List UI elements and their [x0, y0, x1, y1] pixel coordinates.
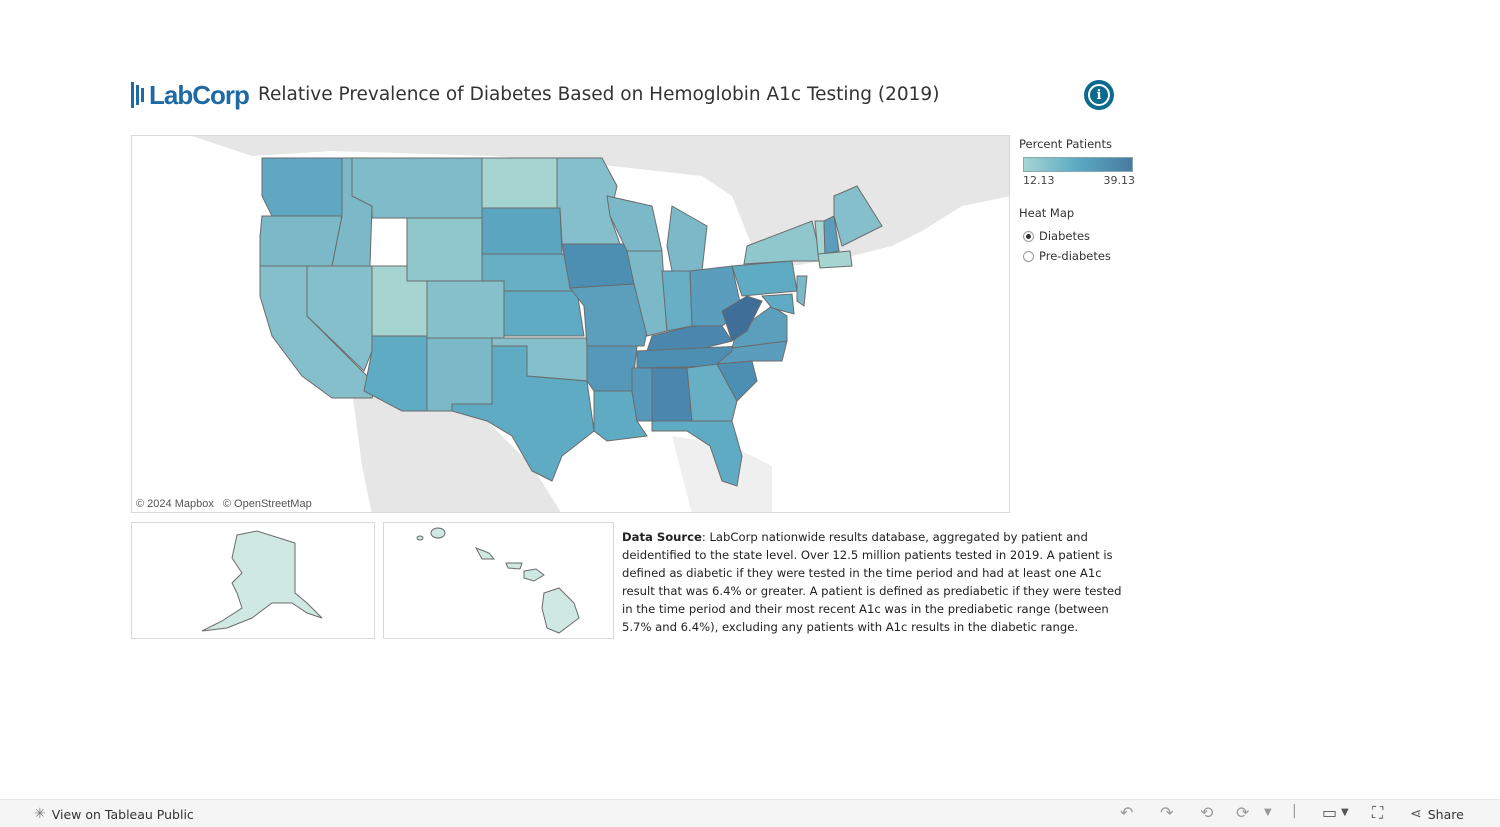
download-dropdown-icon[interactable]: ▼ — [1341, 807, 1349, 818]
radio-prediabetes-label: Pre-diabetes — [1039, 249, 1111, 263]
alaska-inset-map[interactable] — [131, 522, 375, 639]
state-north-dakota[interactable] — [481, 157, 558, 209]
tableau-toolbar: ✳ View on Tableau Public ↶ ↷ ⟲ ⟳ ▼ | ▭ ▼… — [0, 799, 1500, 827]
state-hawaii[interactable] — [416, 527, 580, 634]
share-button[interactable]: ⋖ Share — [1410, 806, 1464, 822]
state-arkansas[interactable] — [586, 345, 638, 392]
state-iowa[interactable] — [561, 243, 635, 289]
undo-icon[interactable]: ↶ — [1120, 803, 1134, 822]
state-michigan[interactable] — [666, 205, 708, 272]
state-maryland[interactable] — [760, 293, 795, 315]
radio-diabetes[interactable]: Diabetes — [1023, 226, 1111, 246]
redo-icon[interactable]: ↷ — [1160, 803, 1174, 822]
state-illinois[interactable] — [626, 250, 668, 337]
state-pennsylvania[interactable] — [731, 260, 798, 297]
refresh-icon[interactable]: ⟳ — [1236, 803, 1250, 822]
download-icon[interactable]: ▭ — [1322, 803, 1338, 822]
radio-prediabetes[interactable]: Pre-diabetes — [1023, 246, 1111, 266]
data-source-label: Data Source — [622, 530, 702, 544]
share-icon: ⋖ — [1410, 806, 1422, 822]
view-on-tableau-label: View on Tableau Public — [51, 806, 194, 822]
state-missouri[interactable] — [569, 283, 648, 347]
toolbar-divider: | — [1292, 803, 1297, 819]
pause-dropdown-icon[interactable]: ▼ — [1264, 807, 1272, 818]
state-florida[interactable] — [651, 420, 743, 487]
state-wyoming[interactable] — [406, 217, 483, 282]
legend-title: Percent Patients — [1019, 137, 1112, 151]
state-south-dakota[interactable] — [481, 207, 563, 255]
state-texas[interactable] — [451, 345, 595, 482]
legend-gradient — [1023, 157, 1133, 172]
state-new-hampshire[interactable] — [823, 215, 840, 255]
labcorp-logo-mark — [131, 82, 144, 108]
state-shapes — [259, 157, 883, 487]
radio-selected-icon[interactable] — [1023, 230, 1034, 242]
state-nevada[interactable] — [306, 265, 373, 372]
us-choropleth-map[interactable] — [131, 135, 1010, 513]
info-icon[interactable]: i — [1084, 80, 1114, 110]
legend-max-label: 39.13 — [1103, 174, 1136, 187]
state-maine[interactable] — [833, 185, 883, 247]
radio-diabetes-label: Diabetes — [1039, 229, 1091, 243]
radio-unselected-icon[interactable] — [1023, 250, 1034, 262]
mexico-land — [352, 391, 561, 512]
state-alabama[interactable] — [651, 367, 693, 422]
color-legend: Percent Patients 12.13 39.13 — [1019, 137, 1149, 187]
state-montana[interactable] — [351, 157, 483, 219]
state-new-york[interactable] — [743, 220, 823, 265]
labcorp-logo-text: LabCorp — [149, 79, 250, 110]
state-kansas[interactable] — [503, 290, 585, 337]
hawaii-inset-map[interactable] — [383, 522, 614, 639]
state-virginia[interactable] — [731, 305, 788, 349]
state-washington[interactable] — [261, 157, 343, 217]
fullscreen-icon[interactable]: ⛶ — [1372, 803, 1384, 822]
osm-credit[interactable]: © OpenStreetMap — [222, 498, 312, 510]
page-title: Relative Prevalence of Diabetes Based on… — [258, 84, 940, 105]
view-on-tableau-link[interactable]: ✳ View on Tableau Public — [34, 806, 194, 822]
state-west-virginia[interactable] — [721, 295, 763, 342]
revert-icon[interactable]: ⟲ — [1200, 803, 1214, 822]
tableau-icon: ✳ — [34, 806, 46, 822]
share-label: Share — [1427, 806, 1464, 822]
state-new-mexico[interactable] — [426, 337, 493, 412]
heatmap-selector: Heat Map Diabetes Pre-diabetes — [1019, 206, 1111, 266]
data-source-text: : LabCorp nationwide results database, a… — [622, 530, 1122, 634]
data-source-note: Data Source: LabCorp nationwide results … — [622, 528, 1134, 636]
state-alaska[interactable] — [201, 530, 323, 632]
state-oregon[interactable] — [259, 215, 343, 267]
state-mississippi[interactable] — [631, 367, 653, 422]
state-arizona[interactable] — [363, 335, 428, 412]
legend-min-label: 12.13 — [1023, 174, 1055, 187]
state-massachusetts[interactable] — [817, 250, 853, 269]
map-attribution: © 2024 Mapbox © OpenStreetMap — [136, 498, 318, 510]
state-indiana[interactable] — [661, 270, 693, 332]
mapbox-credit[interactable]: © 2024 Mapbox — [136, 498, 214, 510]
labcorp-logo: LabCorp — [131, 79, 250, 110]
state-colorado[interactable] — [426, 280, 505, 339]
heatmap-title: Heat Map — [1019, 206, 1075, 220]
state-new-jersey[interactable] — [796, 275, 808, 307]
